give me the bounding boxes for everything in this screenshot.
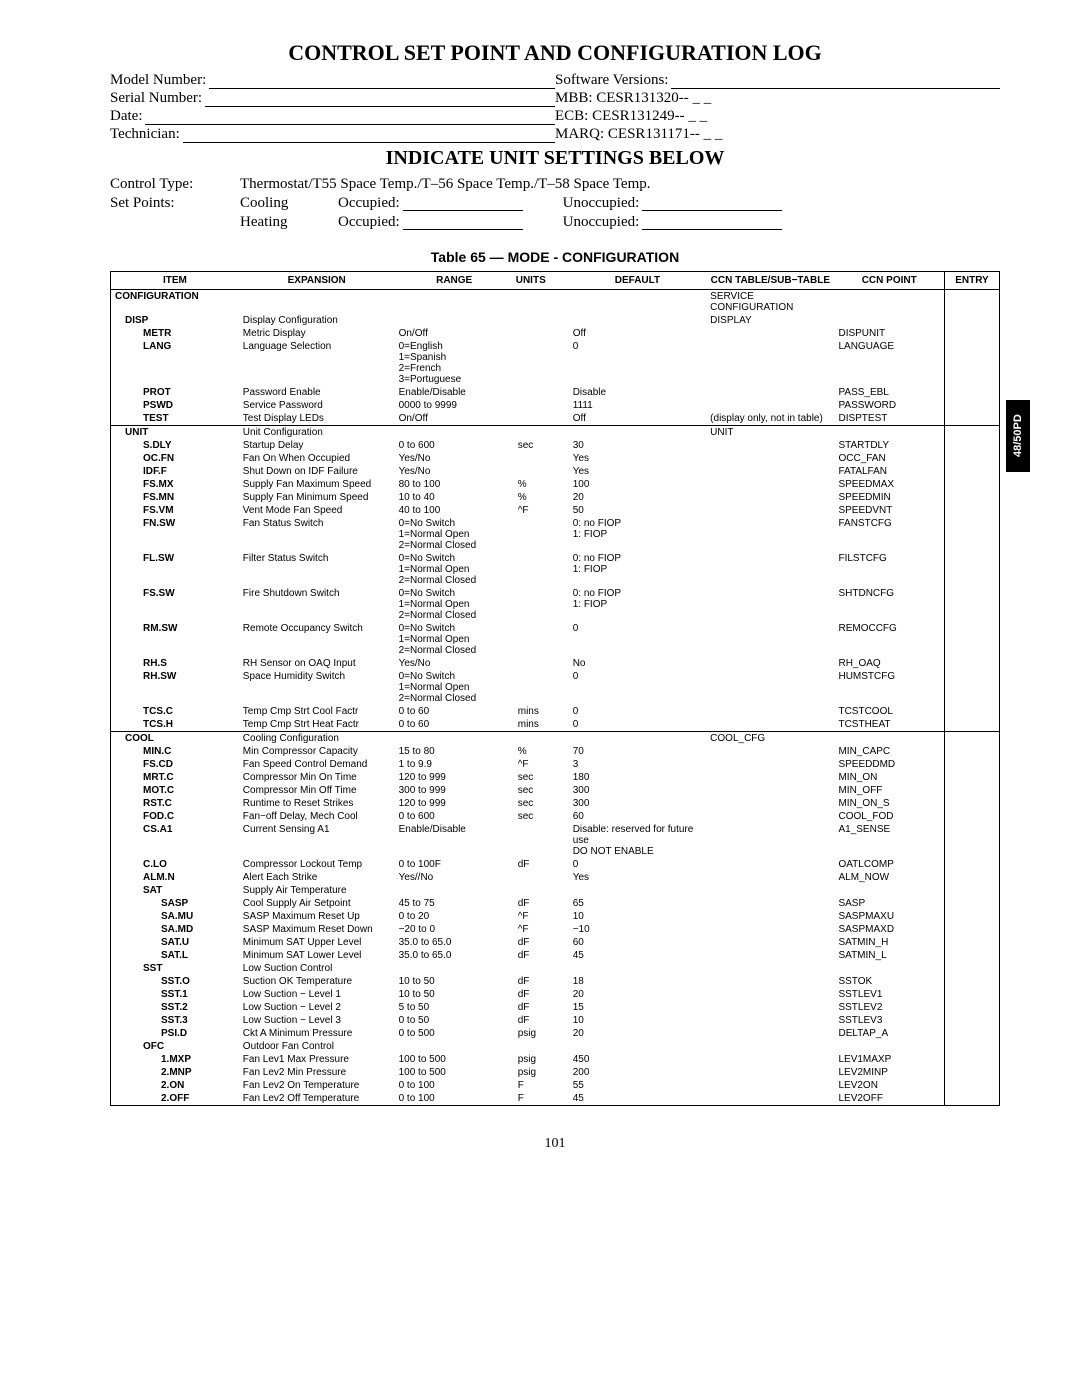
table-row: IDF.FShut Down on IDF FailureYes/NoYesFA… — [111, 465, 1000, 478]
unoccupied-label: Unoccupied: — [563, 195, 640, 212]
mbb-label: MBB: CESR131320-- _ _ — [555, 90, 711, 107]
occupied-label: Occupied: — [338, 195, 400, 212]
table-row: MIN.CMin Compressor Capacity15 to 80%70M… — [111, 745, 1000, 758]
table-row: SASPCool Supply Air Setpoint45 to 75dF65… — [111, 897, 1000, 910]
table-row: RST.CRuntime to Reset Strikes120 to 999s… — [111, 797, 1000, 810]
th-range: RANGE — [395, 272, 514, 290]
table-row: TCS.HTemp Cmp Strt Heat Factr0 to 60mins… — [111, 718, 1000, 732]
table-row: SST.OSuction OK Temperature10 to 50dF18S… — [111, 975, 1000, 988]
cool-unoccupied-field[interactable] — [642, 195, 782, 211]
table-row: LANGLanguage Selection0=English 1=Spanis… — [111, 340, 1000, 386]
heat-unoccupied-field[interactable] — [642, 214, 782, 230]
heat-occupied-field[interactable] — [403, 214, 523, 230]
table-row: SA.MUSASP Maximum Reset Up0 to 20^F10SAS… — [111, 910, 1000, 923]
table-row: COOLCooling ConfigurationCOOL_CFG — [111, 732, 1000, 746]
table-row: ALM.NAlert Each StrikeYes//NoYesALM_NOW — [111, 871, 1000, 884]
occupied-label-2: Occupied: — [338, 214, 400, 231]
table-row: 2.OFFFan Lev2 Off Temperature0 to 100F45… — [111, 1092, 1000, 1106]
table-row: 2.MNPFan Lev2 Min Pressure100 to 500psig… — [111, 1066, 1000, 1079]
table-row: CONFIGURATIONSERVICE CONFIGURATION — [111, 290, 1000, 315]
serial-number-field[interactable] — [205, 91, 555, 107]
control-type-label: Control Type: — [110, 176, 240, 193]
table-header-row: ITEM EXPANSION RANGE UNITS DEFAULT CCN T… — [111, 272, 1000, 290]
table-row: PSWDService Password0000 to 99991111PASS… — [111, 399, 1000, 412]
technician-field[interactable] — [183, 127, 555, 143]
table-row: SSTLow Suction Control — [111, 962, 1000, 975]
table-row: SST.3Low Suction − Level 30 to 50dF10SST… — [111, 1014, 1000, 1027]
table-row: RH.SRH Sensor on OAQ InputYes/NoNoRH_OAQ — [111, 657, 1000, 670]
th-entry: ENTRY — [944, 272, 999, 290]
table-row: FS.CDFan Speed Control Demand1 to 9.9^F3… — [111, 758, 1000, 771]
table-row: S.DLYStartup Delay0 to 600sec30STARTDLY — [111, 439, 1000, 452]
sw-versions-field[interactable] — [671, 73, 1000, 89]
table-row: SA.MDSASP Maximum Reset Down−20 to 0^F−1… — [111, 923, 1000, 936]
table-row: SATSupply Air Temperature — [111, 884, 1000, 897]
table-row: FS.VMVent Mode Fan Speed40 to 100^F50SPE… — [111, 504, 1000, 517]
table-row: MOT.CCompressor Min Off Time300 to 999se… — [111, 784, 1000, 797]
table-row: OC.FNFan On When OccupiedYes/NoYesOCC_FA… — [111, 452, 1000, 465]
table-row: TESTTest Display LEDsOn/OffOff(display o… — [111, 412, 1000, 426]
model-number-label: Model Number: — [110, 72, 206, 89]
th-default: DEFAULT — [569, 272, 706, 290]
table-row: MRT.CCompressor Min On Time120 to 999sec… — [111, 771, 1000, 784]
table-row: DISPDisplay ConfigurationDISPLAY — [111, 314, 1000, 327]
table-row: FS.MNSupply Fan Minimum Speed10 to 40%20… — [111, 491, 1000, 504]
th-item: ITEM — [111, 272, 239, 290]
th-ccn-table: CCN TABLE/SUB−TABLE — [706, 272, 834, 290]
table-row: PSI.DCkt A Minimum Pressure0 to 500psig2… — [111, 1027, 1000, 1040]
unoccupied-label-2: Unoccupied: — [563, 214, 640, 231]
table-row: OFCOutdoor Fan Control — [111, 1040, 1000, 1053]
set-points-label: Set Points: — [110, 195, 240, 212]
table-row: SAT.UMinimum SAT Upper Level35.0 to 65.0… — [111, 936, 1000, 949]
table-row: SAT.LMinimum SAT Lower Level35.0 to 65.0… — [111, 949, 1000, 962]
table-row: FOD.CFan−off Delay, Mech Cool0 to 600sec… — [111, 810, 1000, 823]
control-type-value: Thermostat/T55 Space Temp./T–56 Space Te… — [240, 176, 651, 193]
config-table: ITEM EXPANSION RANGE UNITS DEFAULT CCN T… — [110, 271, 1000, 1106]
serial-number-label: Serial Number: — [110, 90, 202, 107]
doc-subtitle: INDICATE UNIT SETTINGS BELOW — [110, 147, 1000, 170]
table-row: RM.SWRemote Occupancy Switch0=No Switch … — [111, 622, 1000, 657]
side-tab: 48/50PD — [1006, 400, 1030, 472]
table-row: FS.SWFire Shutdown Switch0=No Switch 1=N… — [111, 587, 1000, 622]
model-number-field[interactable] — [209, 73, 555, 89]
cool-occupied-field[interactable] — [403, 195, 523, 211]
heating-label: Heating — [240, 214, 330, 231]
th-expansion: EXPANSION — [239, 272, 395, 290]
date-label: Date: — [110, 108, 142, 125]
ecb-label: ECB: CESR131249-- _ _ — [555, 108, 707, 125]
table-row: 2.ONFan Lev2 On Temperature0 to 100F55LE… — [111, 1079, 1000, 1092]
table-row: CS.A1Current Sensing A1Enable/DisableDis… — [111, 823, 1000, 858]
cooling-label: Cooling — [240, 195, 330, 212]
table-row: FS.MXSupply Fan Maximum Speed80 to 100%1… — [111, 478, 1000, 491]
doc-title: CONTROL SET POINT AND CONFIGURATION LOG — [110, 40, 1000, 66]
table-row: C.LOCompressor Lockout Temp0 to 100FdF0O… — [111, 858, 1000, 871]
page-number: 101 — [110, 1136, 1000, 1152]
table-row: METRMetric DisplayOn/OffOffDISPUNIT — [111, 327, 1000, 340]
sw-versions-label: Software Versions: — [555, 72, 668, 89]
table-row: SST.2Low Suction − Level 25 to 50dF15SST… — [111, 1001, 1000, 1014]
table-row: SST.1Low Suction − Level 110 to 50dF20SS… — [111, 988, 1000, 1001]
table-title: Table 65 — MODE - CONFIGURATION — [110, 249, 1000, 265]
table-row: FN.SWFan Status Switch0=No Switch 1=Norm… — [111, 517, 1000, 552]
th-ccn-point: CCN POINT — [834, 272, 944, 290]
table-row: PROTPassword EnableEnable/DisableDisable… — [111, 386, 1000, 399]
date-field[interactable] — [145, 109, 555, 125]
th-units: UNITS — [514, 272, 569, 290]
technician-label: Technician: — [110, 126, 180, 143]
table-row: RH.SWSpace Humidity Switch0=No Switch 1=… — [111, 670, 1000, 705]
table-row: 1.MXPFan Lev1 Max Pressure100 to 500psig… — [111, 1053, 1000, 1066]
table-row: FL.SWFilter Status Switch0=No Switch 1=N… — [111, 552, 1000, 587]
table-row: UNITUnit ConfigurationUNIT — [111, 426, 1000, 440]
table-row: TCS.CTemp Cmp Strt Cool Factr0 to 60mins… — [111, 705, 1000, 718]
marq-label: MARQ: CESR131171-- _ _ — [555, 126, 722, 143]
